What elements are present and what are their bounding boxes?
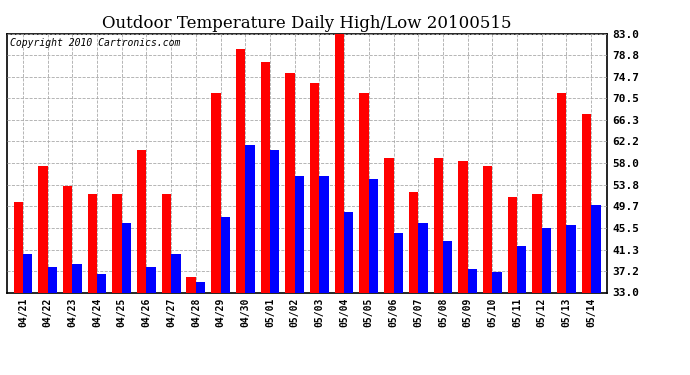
Bar	[171, 254, 181, 292]
Bar	[418, 223, 428, 292]
Bar	[295, 176, 304, 292]
Bar	[146, 267, 156, 292]
Bar	[23, 254, 32, 292]
Bar	[285, 73, 295, 292]
Bar	[344, 212, 353, 292]
Text: Copyright 2010 Cartronics.com: Copyright 2010 Cartronics.com	[10, 38, 180, 48]
Bar	[335, 28, 344, 292]
Bar	[121, 223, 131, 292]
Bar	[566, 225, 576, 292]
Bar	[63, 186, 72, 292]
Bar	[97, 274, 106, 292]
Bar	[196, 282, 205, 292]
Bar	[270, 150, 279, 292]
Bar	[517, 246, 526, 292]
Bar	[221, 217, 230, 292]
Bar	[384, 158, 393, 292]
Bar	[88, 194, 97, 292]
Bar	[310, 83, 319, 292]
Bar	[557, 93, 566, 292]
Bar	[369, 178, 378, 292]
Bar	[14, 202, 23, 292]
Bar	[483, 166, 493, 292]
Bar	[393, 233, 403, 292]
Bar	[319, 176, 329, 292]
Bar	[359, 93, 369, 292]
Bar	[533, 194, 542, 292]
Bar	[211, 93, 221, 292]
Bar	[433, 158, 443, 292]
Bar	[591, 204, 600, 292]
Title: Outdoor Temperature Daily High/Low 20100515: Outdoor Temperature Daily High/Low 20100…	[102, 15, 512, 32]
Bar	[508, 197, 517, 292]
Bar	[38, 166, 48, 292]
Bar	[72, 264, 81, 292]
Bar	[468, 269, 477, 292]
Bar	[493, 272, 502, 292]
Bar	[186, 277, 196, 292]
Bar	[245, 145, 255, 292]
Bar	[161, 194, 171, 292]
Bar	[458, 160, 468, 292]
Bar	[137, 150, 146, 292]
Bar	[48, 267, 57, 292]
Bar	[261, 62, 270, 292]
Bar	[236, 49, 245, 292]
Bar	[443, 241, 453, 292]
Bar	[582, 114, 591, 292]
Bar	[409, 192, 418, 292]
Bar	[112, 194, 121, 292]
Bar	[542, 228, 551, 292]
